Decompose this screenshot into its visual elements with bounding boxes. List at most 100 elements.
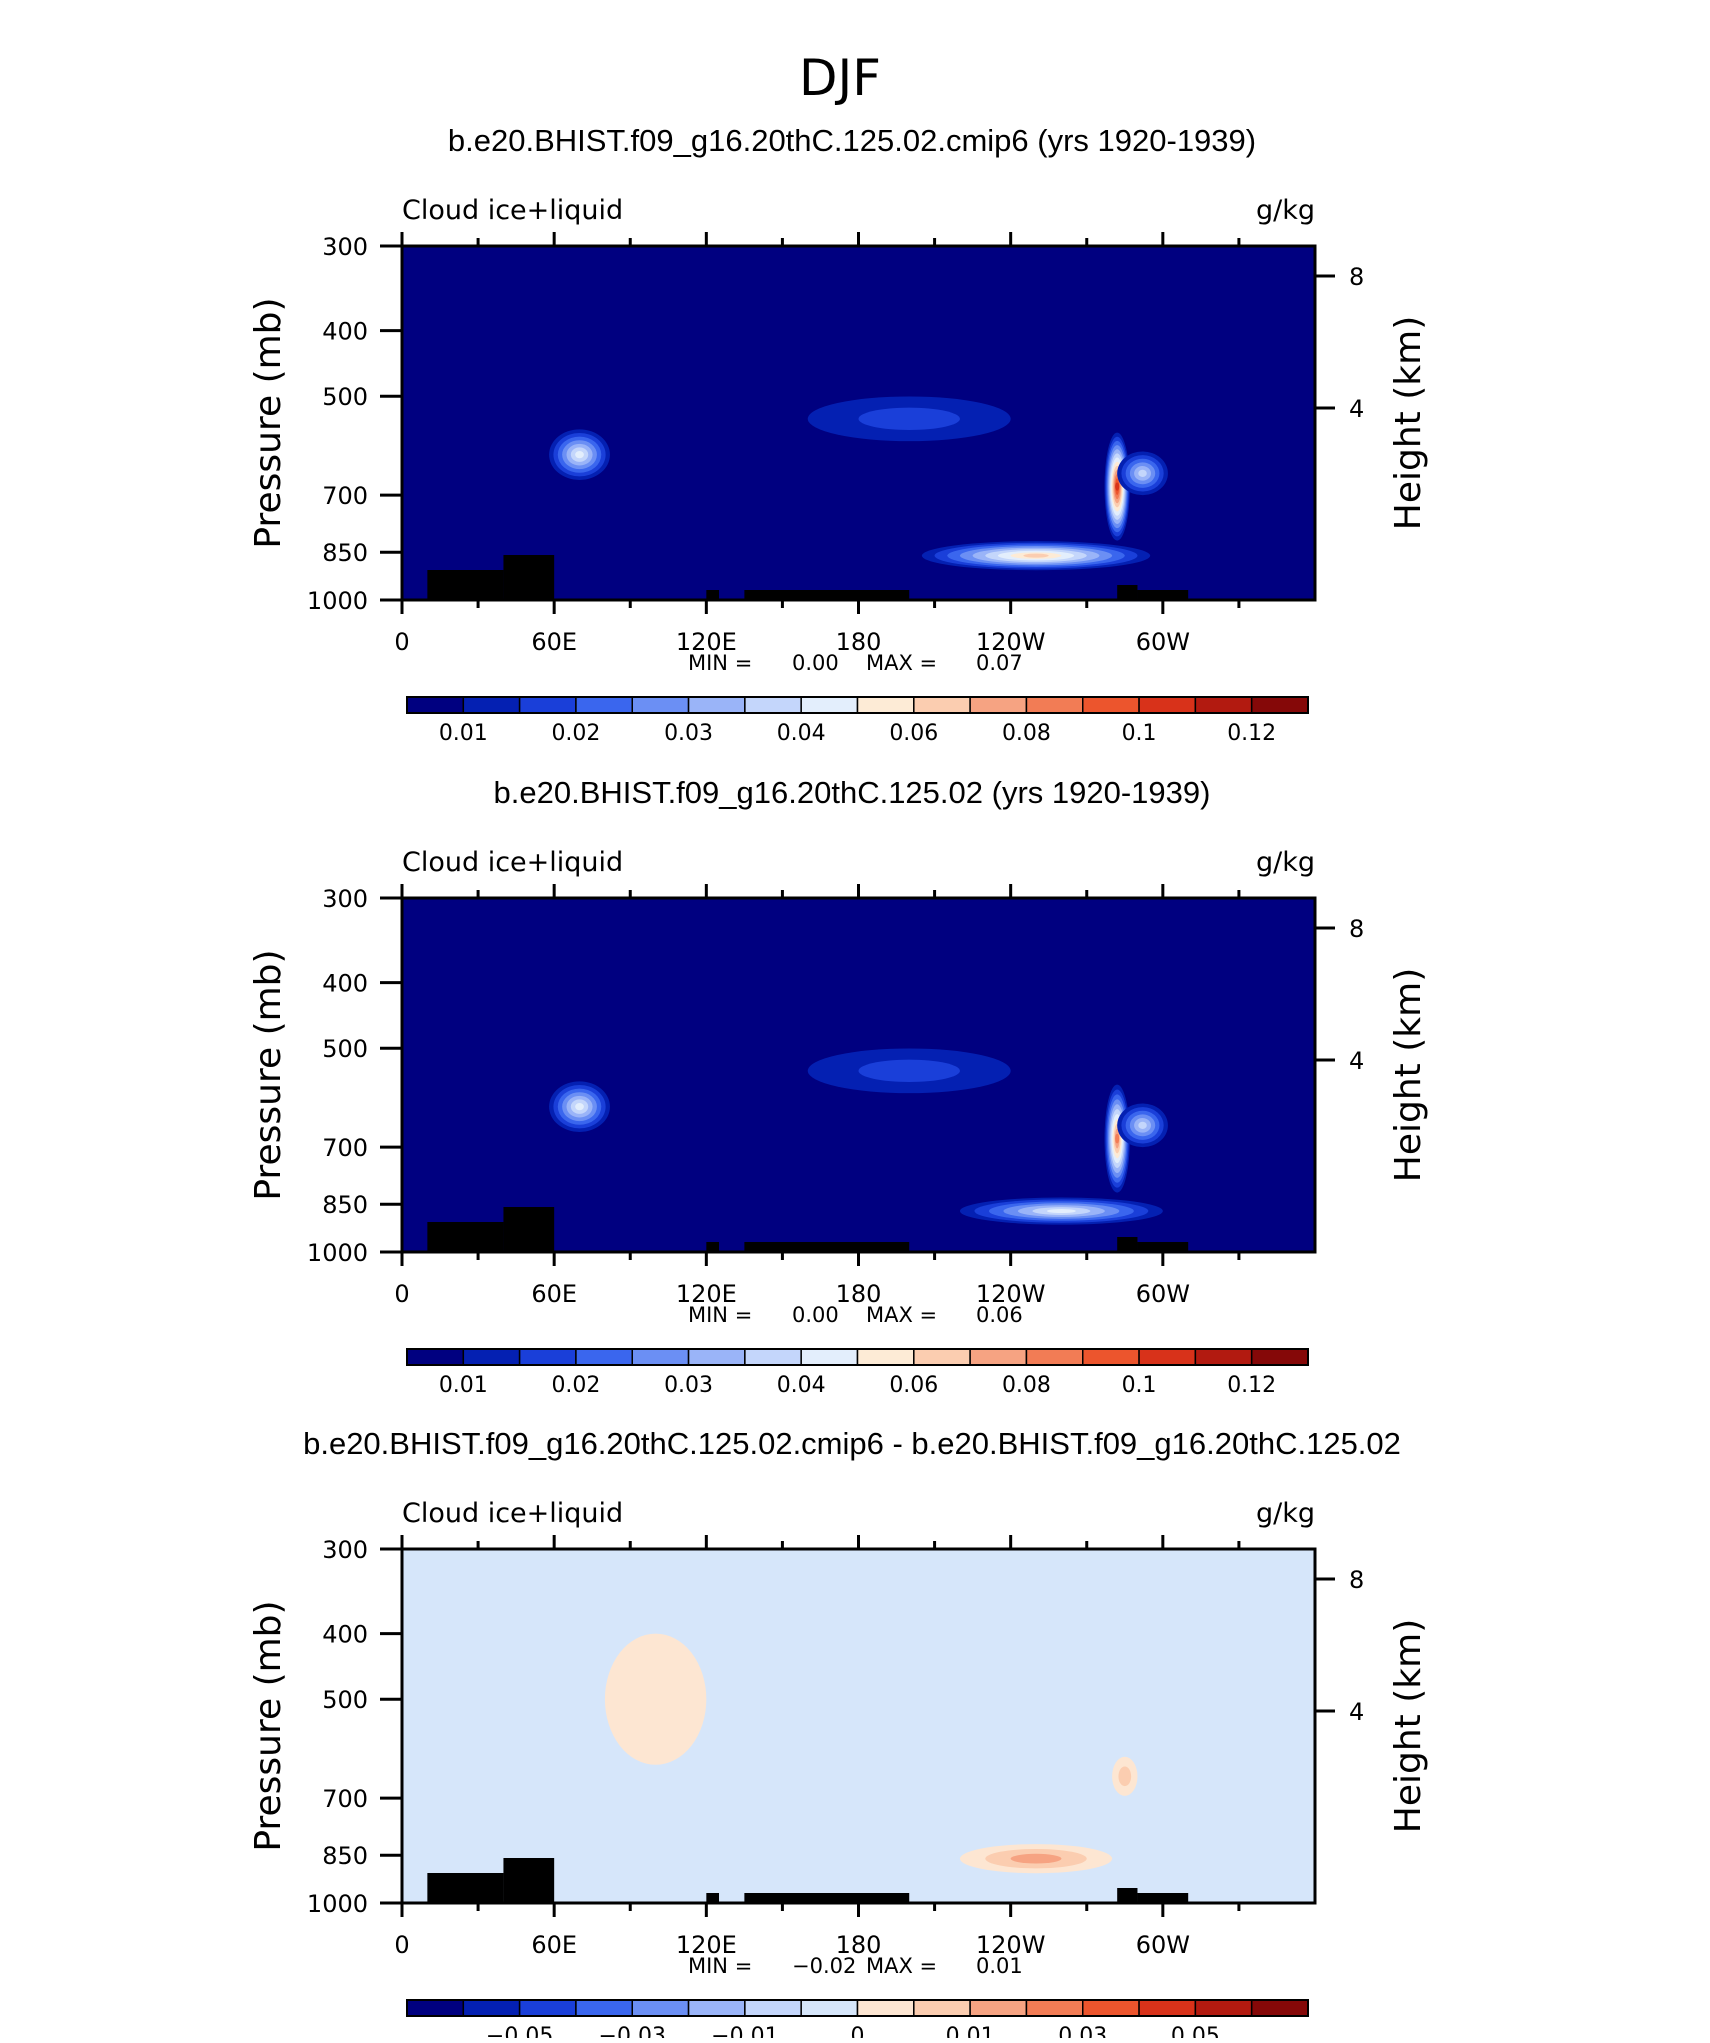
colorbar-segment — [1138, 1999, 1197, 2017]
colorbar-segment — [744, 696, 802, 714]
colorbar-segment — [1082, 1999, 1140, 2017]
x-tick-label: 0 — [394, 1280, 409, 1308]
y-tick-right-label: 8 — [1349, 263, 1364, 291]
contour-level — [1115, 482, 1120, 491]
y-tick-right-label: 4 — [1349, 395, 1364, 423]
x-tick-label: 0 — [394, 1931, 409, 1959]
x-tick-label: 180 — [836, 628, 882, 656]
terrain-mask — [706, 590, 720, 600]
colorbar-tick-label: 0.08 — [1002, 721, 1051, 746]
contour-level — [1046, 1209, 1076, 1214]
colorbar-tick-label: 0.1 — [1122, 1373, 1157, 1398]
y-tick-label: 1000 — [307, 587, 368, 615]
colorbar-segment — [913, 696, 971, 714]
colorbar-segment — [406, 696, 465, 714]
colorbar-segment — [1250, 696, 1309, 714]
colorbar-segment — [518, 1348, 577, 1366]
colorbar-segment — [631, 1348, 690, 1366]
y-tick-right-label: 8 — [1349, 1566, 1364, 1594]
max-value: 0.06 — [976, 1303, 1023, 1327]
terrain-mask — [1137, 1242, 1189, 1252]
colorbar-tick-label: −0.03 — [599, 2024, 666, 2038]
colorbar-tick-label: 0.06 — [889, 721, 938, 746]
colorbar-segment — [462, 1348, 521, 1366]
colorbar-segment — [406, 1348, 465, 1366]
colorbar-segment — [406, 1999, 465, 2017]
y-tick-label: 300 — [322, 1536, 368, 1564]
y-tick-label: 1000 — [307, 1239, 368, 1267]
y-tick-label: 300 — [322, 885, 368, 913]
colorbar-tick-label: 0.12 — [1227, 721, 1276, 746]
min-label: MIN = — [688, 1303, 752, 1327]
terrain-mask — [503, 555, 555, 600]
colorbar-frame — [406, 1348, 1309, 1366]
x-tick-label: 60W — [1136, 1280, 1190, 1308]
colorbar-segment — [687, 1999, 746, 2017]
x-tick-label: 60W — [1136, 1931, 1190, 1959]
y-tick-label: 850 — [322, 1191, 368, 1219]
max-value: 0.07 — [976, 651, 1023, 675]
x-tick-label: 120W — [976, 628, 1046, 656]
y-tick-label: 500 — [322, 1035, 368, 1063]
colorbar-segment — [518, 1999, 577, 2017]
colorbar-tick-label: 0.04 — [777, 721, 826, 746]
y-tick-label: 1000 — [307, 1890, 368, 1918]
colorbar-tick-label: 0.02 — [551, 721, 600, 746]
terrain-mask — [503, 1207, 555, 1252]
colorbar-segment — [744, 1999, 802, 2017]
min-label: MIN = — [688, 1954, 752, 1978]
y-axis-title: Pressure (mb) — [248, 1600, 289, 1851]
contour-level — [604, 1633, 707, 1765]
contour-level — [575, 1103, 584, 1111]
contour-level — [858, 407, 960, 431]
y-tick-label: 300 — [322, 233, 368, 261]
units-label: g/kg — [1256, 1498, 1315, 1529]
colorbar-segment — [969, 696, 1028, 714]
colorbar-tick-label: 0.08 — [1002, 1373, 1051, 1398]
colorbar-segment — [575, 696, 633, 714]
colorbar-tick-label: 0.03 — [664, 1373, 713, 1398]
colorbar-frame — [406, 1999, 1309, 2017]
max-label: MAX = — [866, 1954, 937, 1978]
x-tick-label: 60E — [531, 1931, 577, 1959]
x-tick-label: 120E — [676, 628, 737, 656]
terrain-mask — [1137, 590, 1189, 600]
colorbar-segment — [518, 696, 577, 714]
max-label: MAX = — [866, 1303, 937, 1327]
min-label: MIN = — [688, 651, 752, 675]
units-label: g/kg — [1256, 195, 1315, 226]
colorbar-segment — [1025, 1999, 1084, 2017]
colorbar-segment — [856, 1348, 915, 1366]
y-tick-label: 850 — [322, 1842, 368, 1870]
panel-3: b.e20.BHIST.f09_g16.20thC.125.02.cmip6 -… — [248, 1426, 1429, 2043]
colorbar-segment — [913, 1348, 971, 1366]
variable-label: Cloud ice+liquid — [402, 847, 623, 878]
panel-title: b.e20.BHIST.f09_g16.20thC.125.02 (yrs 19… — [494, 775, 1211, 810]
y-tick-label: 500 — [322, 1686, 368, 1714]
contour-level — [1138, 469, 1147, 477]
contour-level — [1115, 1133, 1120, 1144]
x-tick-label: 60E — [531, 628, 577, 656]
terrain-mask — [706, 1242, 720, 1252]
y-tick-label: 700 — [322, 482, 368, 510]
y-axis-title: Pressure (mb) — [248, 949, 289, 1200]
figure-title: DJF — [799, 49, 881, 107]
max-label: MAX = — [866, 651, 937, 675]
terrain-mask — [503, 1858, 555, 1903]
colorbar-segment — [1194, 1348, 1253, 1366]
terrain-mask — [1117, 1888, 1138, 1903]
x-tick-label: 180 — [836, 1280, 882, 1308]
variable-label: Cloud ice+liquid — [402, 195, 623, 226]
min-value: 0.00 — [792, 651, 839, 675]
colorbar-frame — [406, 696, 1309, 714]
y-tick-label: 400 — [322, 318, 368, 346]
y-axis-right-title: Height (km) — [1388, 968, 1429, 1182]
colorbar-segment — [1138, 1348, 1197, 1366]
panel-title: b.e20.BHIST.f09_g16.20thC.125.02.cmip6 (… — [448, 123, 1256, 158]
colorbar-segment — [856, 1999, 915, 2017]
contour-field — [427, 396, 1189, 600]
colorbar-tick-label: −0.01 — [711, 2024, 778, 2038]
colorbar-segment — [1082, 1348, 1140, 1366]
colorbar-segment — [687, 696, 746, 714]
